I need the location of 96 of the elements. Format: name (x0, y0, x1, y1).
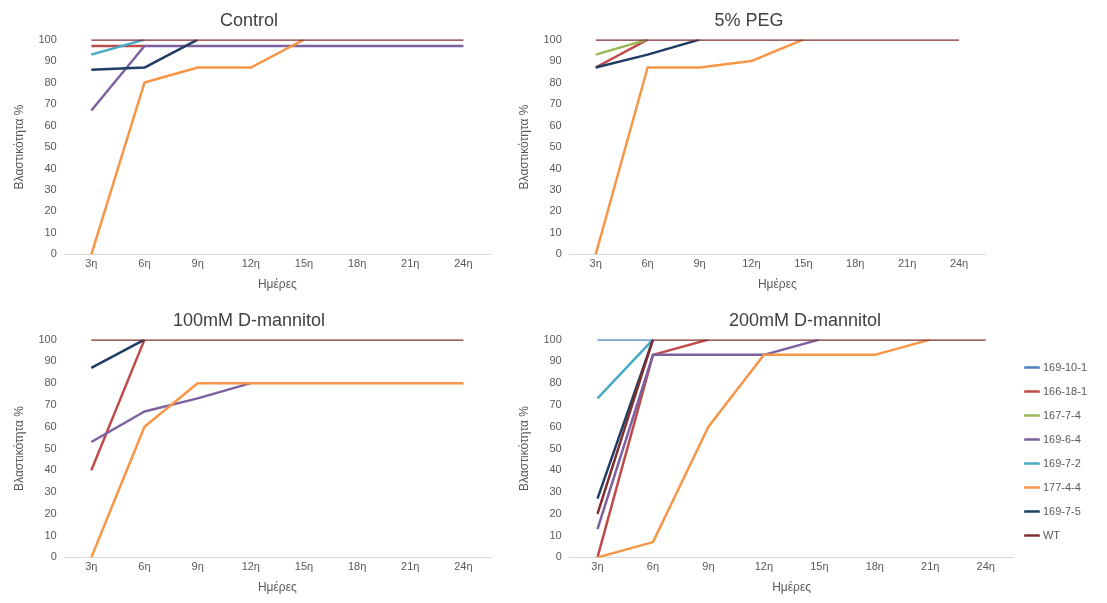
x-tick-label: 12η (754, 560, 774, 573)
y-tick-label: 90 (549, 354, 562, 367)
y-tick-label: 30 (44, 485, 57, 498)
x-tick-label: 21η (401, 257, 420, 270)
x-tick-label: 18η (865, 560, 884, 573)
x-tick-label: 9η (191, 560, 204, 573)
x-tick-label: 15η (794, 257, 813, 270)
y-tick-label: 40 (549, 161, 562, 174)
x-tick-label: 3η (589, 257, 602, 270)
x-tick-label: 15η (294, 560, 314, 573)
x-axis-title: Ημέρες (257, 580, 298, 595)
x-axis-title: Ημέρες (772, 580, 812, 595)
chart-title: 5% PEG (714, 9, 784, 30)
y-tick-label: 60 (44, 419, 57, 432)
x-axis-title: Ημέρες (257, 277, 298, 292)
x-tick-label: 6η (138, 560, 151, 573)
legend-label: WT (1042, 528, 1061, 541)
x-tick-label: 3η (85, 560, 98, 573)
x-tick-label: 18η (347, 257, 367, 270)
y-tick-label: 0 (555, 550, 562, 563)
y-tick-label: 30 (549, 485, 562, 498)
x-tick-label: 15η (810, 560, 829, 573)
x-tick-label: 24η (454, 560, 473, 573)
y-tick-label: 90 (44, 354, 57, 367)
y-tick-label: 40 (44, 463, 57, 476)
legend-label: 177-4-4 (1042, 480, 1081, 493)
y-tick-label: 40 (44, 161, 57, 174)
x-tick-label: 18η (347, 560, 367, 573)
y-tick-label: 90 (44, 54, 57, 67)
y-tick-label: 80 (549, 376, 562, 389)
x-tick-label: 3η (591, 560, 604, 573)
x-axis-title: Ημέρες (757, 277, 798, 292)
x-tick-label: 24η (454, 257, 473, 270)
y-tick-label: 30 (549, 182, 562, 195)
y-tick-label: 70 (549, 397, 562, 410)
y-tick-label: 10 (44, 528, 57, 541)
legend-label: 169-7-5 (1042, 504, 1081, 517)
y-tick-label: 80 (44, 75, 57, 88)
x-tick-label: 12η (241, 560, 260, 573)
y-tick-label: 100 (38, 32, 57, 45)
y-tick-label: 20 (549, 204, 562, 217)
y-tick-label: 60 (549, 118, 562, 131)
legend-label: 166-18-1 (1042, 384, 1088, 397)
x-tick-label: 21η (401, 560, 420, 573)
legend-label: 169-10-1 (1042, 360, 1088, 373)
x-tick-label: 15η (294, 257, 314, 270)
y-tick-label: 10 (44, 225, 57, 238)
y-tick-label: 30 (44, 182, 57, 195)
x-tick-label: 9η (702, 560, 715, 573)
y-axis-title: Βλαστικότητα % (11, 405, 26, 491)
x-tick-label: 21η (897, 257, 917, 270)
y-tick-label: 70 (44, 397, 57, 410)
chart-title: Control (219, 9, 279, 30)
y-tick-label: 90 (549, 54, 562, 67)
x-tick-label: 6η (641, 257, 654, 270)
legend-label: 169-7-2 (1042, 456, 1081, 469)
chart-title: 200mM D-mannitol (728, 309, 882, 330)
y-tick-label: 40 (549, 463, 562, 476)
x-tick-label: 21η (921, 560, 940, 573)
x-tick-label: 12η (742, 257, 761, 270)
y-tick-label: 50 (549, 140, 562, 153)
y-tick-label: 100 (543, 32, 562, 45)
y-tick-label: 80 (44, 376, 57, 389)
y-tick-label: 70 (549, 97, 562, 110)
y-tick-label: 70 (44, 97, 57, 110)
legend-label: 169-6-4 (1042, 432, 1081, 445)
y-tick-label: 50 (549, 441, 562, 454)
y-tick-label: 50 (44, 140, 57, 153)
x-tick-label: 6η (138, 257, 151, 270)
x-tick-label: 18η (846, 257, 865, 270)
y-tick-label: 0 (50, 550, 57, 563)
y-tick-label: 100 (38, 332, 57, 345)
y-tick-label: 10 (549, 225, 562, 238)
x-tick-label: 9η (191, 257, 204, 270)
y-tick-label: 10 (549, 528, 562, 541)
y-axis-title: Βλαστικότητα % (516, 104, 531, 190)
y-tick-label: 0 (50, 247, 57, 260)
y-tick-label: 60 (44, 118, 57, 131)
chart-title: 100mM D-mannitol (172, 309, 326, 330)
y-tick-label: 0 (555, 247, 562, 260)
x-tick-label: 24η (949, 257, 969, 270)
y-tick-label: 20 (44, 506, 57, 519)
y-tick-label: 60 (549, 419, 562, 432)
y-axis-title: Βλαστικότητα % (516, 405, 531, 491)
x-tick-label: 12η (241, 257, 260, 270)
x-tick-label: 24η (976, 560, 995, 573)
y-tick-label: 80 (549, 75, 562, 88)
x-tick-label: 3η (85, 257, 98, 270)
y-tick-label: 100 (543, 332, 562, 345)
legend-label: 167-7-4 (1042, 408, 1081, 421)
x-tick-label: 6η (646, 560, 660, 573)
x-tick-label: 9η (693, 257, 706, 270)
y-tick-label: 20 (549, 506, 562, 519)
y-axis-title: Βλαστικότητα % (11, 104, 26, 190)
y-tick-label: 20 (44, 204, 57, 217)
y-tick-label: 50 (44, 441, 57, 454)
